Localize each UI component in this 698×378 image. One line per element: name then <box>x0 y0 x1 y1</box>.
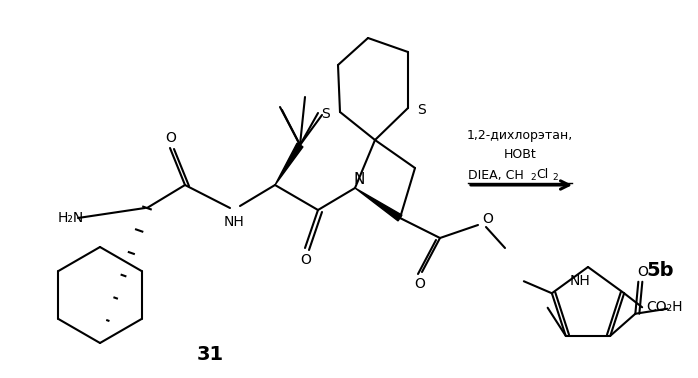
Text: 2: 2 <box>552 174 558 183</box>
Text: 2: 2 <box>530 174 535 183</box>
Polygon shape <box>355 188 402 221</box>
Text: H₂N: H₂N <box>58 211 84 225</box>
Text: CO₂H: CO₂H <box>646 300 683 314</box>
Text: O: O <box>637 265 648 279</box>
Text: N: N <box>353 172 364 187</box>
Text: S: S <box>322 107 330 121</box>
Text: 5b: 5b <box>646 260 674 279</box>
Text: O: O <box>301 253 311 267</box>
Polygon shape <box>275 143 303 185</box>
Text: HOBt: HOBt <box>504 149 536 161</box>
Text: O: O <box>415 277 426 291</box>
Text: 31: 31 <box>196 345 223 364</box>
Text: O: O <box>482 212 493 226</box>
Text: DIEA, CH: DIEA, CH <box>468 169 524 181</box>
Text: NH: NH <box>570 274 591 288</box>
Text: Cl: Cl <box>536 169 548 181</box>
Text: O: O <box>165 131 177 145</box>
Text: NH: NH <box>223 215 244 229</box>
Text: S: S <box>417 103 426 117</box>
Text: 1,2-дихлорэтан,: 1,2-дихлорэтан, <box>467 129 573 141</box>
